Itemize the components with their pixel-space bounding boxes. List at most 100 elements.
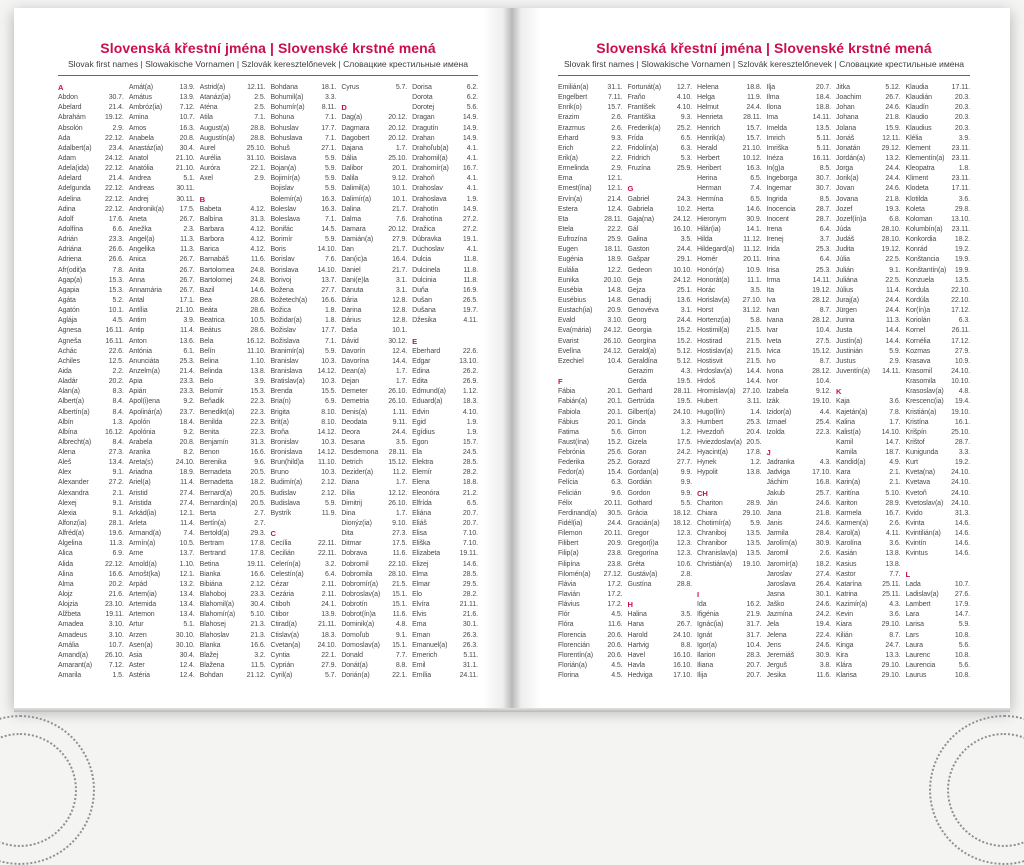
name: Edina [412,367,430,375]
name: Jordán(a) [836,154,866,162]
name-day-date: 21.10. [175,165,195,173]
name-entry: Egon 15.7. [412,438,478,448]
name: Branimír(a) [270,347,305,355]
name-entry: Judita 19.12. [836,245,901,255]
name-day-date: 20.7. [462,520,478,528]
name: Afr(odit)a [58,266,86,274]
name: Egon [412,438,429,446]
name-entry: Klaudius 20.3. [906,124,971,134]
name-entry: Erik(a) 2.2. [558,154,623,164]
name: Jonatán [836,144,861,152]
name-entry: Elvíra 21.11. [412,600,478,610]
name-entry: Arleta 11.4. [129,519,195,529]
name-day-date: 21.5. [392,580,408,588]
name-day-date: 4.5. [611,672,623,680]
name-day-date: 10.9. [954,357,970,365]
name-entry: Elemír 28.2. [412,468,478,478]
name-day-date: 26.10. [388,499,408,507]
name-day-date: 20.3. [954,94,970,102]
name-entry: Damara 20.12. [341,225,407,235]
name-entry: Izabela 9.12. [767,387,832,397]
name-entry: Davorín 12.4. [341,347,407,357]
name-entry: Justa 14.4. [836,326,901,336]
name-entry: Amos 16.3. [129,124,195,134]
name: Evald [558,317,576,325]
name-entry: Blahoboj 23.3. [200,590,266,600]
name-day-date: 29.10. [742,509,762,517]
name: Belina [199,357,219,365]
name-day-date: 8.7. [819,307,831,315]
name-day-date: 22.3. [250,418,266,426]
name: Alex [58,469,72,477]
name-entry: Horislav(a) 27.10. [697,296,762,306]
name-entry: Irena 6.4. [767,225,832,235]
name-day-date: 9.10. [392,520,408,528]
name: Betina [199,560,219,568]
name: Drahomil(a) [412,154,448,162]
name-entry: Edgar 13.10. [412,357,478,367]
name: Daniel [341,266,361,274]
name: Hrdoslav(a) [697,367,733,375]
name-day-date: 23.11. [951,225,970,233]
name-entry: Bonifác 14.5. [270,225,336,235]
name-entry: Iveta 27.5. [767,337,832,347]
name-entry: Kvetoň 24.10. [906,489,971,499]
name-entry: Filipína 23.8. [558,560,623,570]
name: Ilija [697,672,708,680]
name-column: Klaudia 17.11. Klaudián 20.3. Klaudín 20.3. Kl… [906,83,971,681]
name-entry: Ginda 3.3. [628,418,693,428]
name-entry: Eduard(a) 18.3. [412,397,478,407]
name-entry: Herina 6.5. [697,174,762,184]
name: Hartvig [627,641,650,649]
name: Damara [341,225,366,233]
name-entry: Krasomila 10.10. [906,377,971,387]
name-entry: Adelard 21.4. [58,174,124,184]
name: Klaudín [905,104,929,112]
name: Eusébius [558,296,586,304]
name: Kiara [836,621,852,629]
name-entry: Hostisvit 21.5. [697,357,762,367]
name: Albert(a) [58,398,84,406]
name: Klára [836,662,852,670]
name: Bohumír(a) [270,104,305,112]
name-entry: Karolína 3.6. [836,539,901,549]
name-day-date: 10.5. [179,540,195,548]
name-entry: Ezechiel 10.4. [558,357,623,367]
name-day-date: 12.4. [179,662,195,670]
name-entry: Artemida 13.4. [129,600,195,610]
name: Danuta [341,286,364,294]
name-day-date: 20.7. [815,84,831,91]
name: Edvin [412,408,430,416]
name-entry: Dušana 19.7. [412,306,478,316]
name-day-date: 21.4. [108,175,124,183]
name-day-date: 6.8. [889,215,901,223]
name: Benjamín [199,438,229,446]
name-day-date: 5.10. [885,489,901,497]
name-entry: Ariel(a) 11.4. [129,478,195,488]
name: Belín [199,347,216,355]
name-entry: Engelbert 7.11. [558,93,623,103]
name-entry: Honorát(a) 11.1. [697,276,762,286]
name-day-date: 25.11. [882,591,901,599]
name: Benon [199,449,220,457]
name-entry: Blahosej 21.3. [200,620,266,630]
name-day-date: 18.9. [179,469,195,477]
name: Budimír(a) [270,479,303,487]
name-entry: Klementín(a) 23.11. [906,154,971,164]
name-entry: Inocent 28.7. [767,215,832,225]
name: Konkordia [905,236,937,244]
name-day-date: 5.7. [395,84,408,91]
name: Alexandra [58,489,89,497]
name-day-date: 8.7. [889,631,901,639]
name-entry: Homér 20.11. [697,255,762,265]
name-entry: Hieronym 30.9. [697,215,762,225]
name-entry: Jaromil 2.6. [767,549,832,559]
name-day-date: 16.11. [812,154,831,162]
name-day-date: 20.12. [388,124,408,132]
name-entry: Hostislav(a) 21.5. [697,347,762,357]
name-day-date: 5.11. [816,134,831,142]
blank-row [906,560,971,570]
name: Ignác(ia) [697,621,724,629]
name: Helga [697,94,715,102]
name: Astéria [128,672,150,680]
